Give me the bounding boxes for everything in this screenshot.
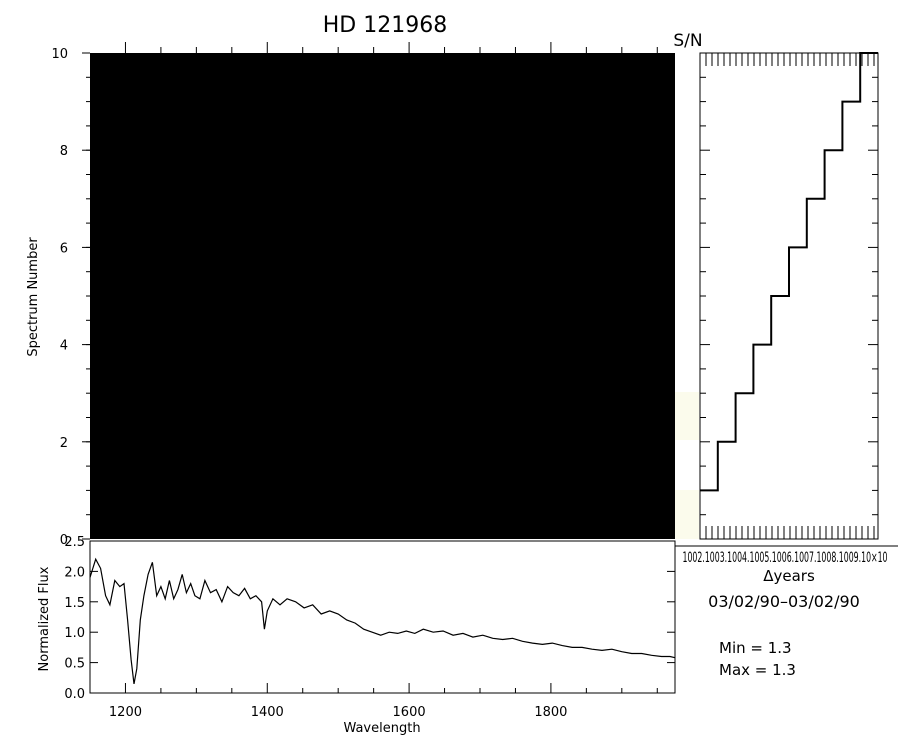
image-y-tick-label: 4 <box>60 339 68 354</box>
faint-patch-upper <box>675 392 699 440</box>
image-x-axis <box>124 42 658 53</box>
image-panel: 0 2 4 6 8 10 Spectrum Number <box>26 42 699 548</box>
min-value: Min = 1.3 <box>719 639 792 657</box>
image-y-axis: 0 2 4 6 8 10 <box>51 47 90 548</box>
max-value: Max = 1.3 <box>719 661 796 679</box>
sn-ticks <box>675 52 898 547</box>
date-range: 03/02/90–03/02/90 <box>708 592 860 611</box>
sn-step-line <box>700 52 878 492</box>
dyears-ticklabels: 1002.1003.1004.1005.1006.1007.1008.1009.… <box>683 550 888 566</box>
flux-y-axis-label: Normalized Flux <box>37 566 52 671</box>
flux-series-line <box>89 557 676 685</box>
image-y-tick-label: 10 <box>51 47 68 62</box>
flux-ticks: 0.0 0.5 1.0 1.5 2.0 2.5 1200 1400 1600 1800 <box>64 535 675 720</box>
flux-y-tick-label: 2.5 <box>64 535 85 550</box>
flux-x-axis-label: Wavelength <box>343 721 420 736</box>
flux-x-tick-label: 1400 <box>251 705 284 720</box>
flux-y-tick-label: 2.0 <box>64 565 85 580</box>
flux-panel: 0.0 0.5 1.0 1.5 2.0 2.5 1200 1400 1600 1800 Wavel… <box>37 535 676 736</box>
flux-x-tick-label: 1800 <box>534 705 567 720</box>
chart-title: HD 121968 <box>323 13 447 38</box>
image-y-tick-label: 8 <box>60 144 68 159</box>
faint-patch-lower <box>675 490 699 539</box>
flux-y-tick-label: 0.0 <box>64 687 85 702</box>
image-y-tick-label: 6 <box>60 241 68 256</box>
sn-panel: S/N 1002.1003.1004.1005.1006.1007.1008.1… <box>673 31 898 679</box>
flux-y-tick-label: 1.0 <box>64 626 85 641</box>
flux-y-tick-label: 0.5 <box>64 657 85 672</box>
image-y-tick-label: 2 <box>60 436 68 451</box>
image-y-tick-label: 0 <box>60 533 68 548</box>
image-y-axis-label: Spectrum Number <box>26 237 41 357</box>
dyears-axis-label: Δyears <box>763 567 815 585</box>
flux-x-tick-label: 1200 <box>109 705 142 720</box>
sn-label: S/N <box>673 31 702 51</box>
spectrum-image <box>90 53 675 539</box>
flux-frame <box>89 540 676 694</box>
flux-y-tick-label: 1.5 <box>64 596 85 611</box>
flux-x-tick-label: 1600 <box>393 705 426 720</box>
